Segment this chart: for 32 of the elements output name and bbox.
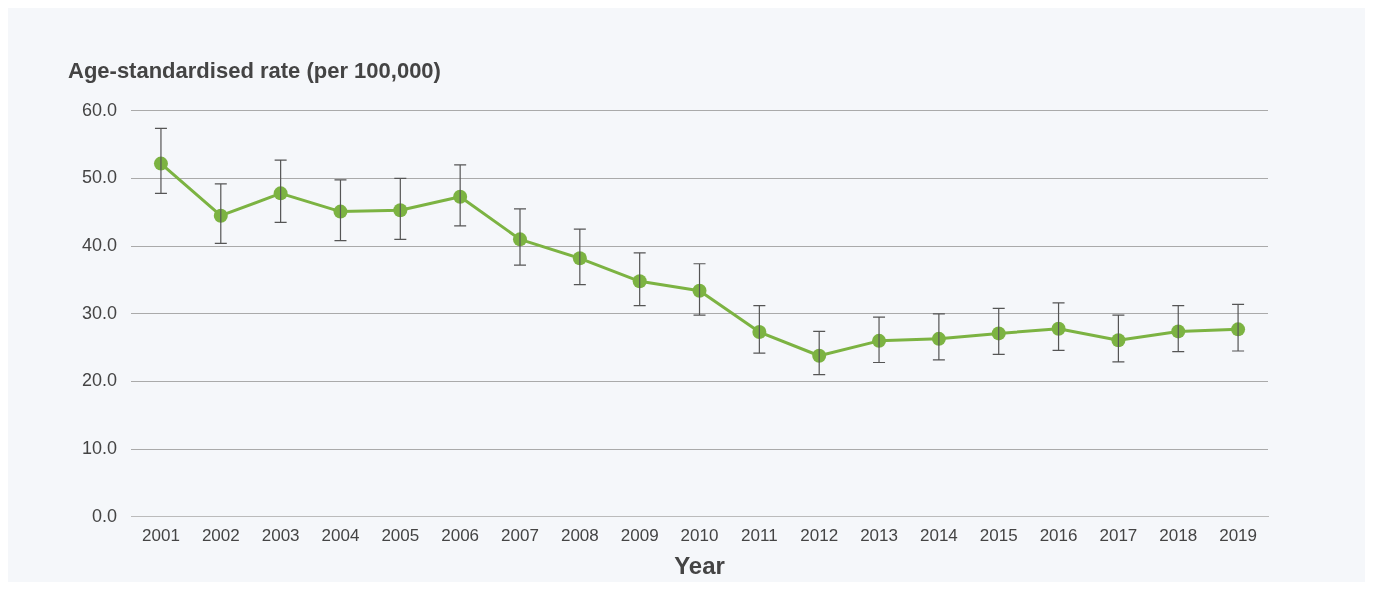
point xyxy=(812,348,827,363)
y-tick-label: 30.0 xyxy=(81,302,118,323)
point xyxy=(572,251,587,266)
x-tick-label: 2006 xyxy=(441,525,480,545)
x-tick-label: 2001 xyxy=(142,525,180,545)
x-tick-label: 2004 xyxy=(321,525,360,545)
x-tick-label: 2003 xyxy=(261,525,300,545)
x-tick-label: 2011 xyxy=(741,525,778,545)
x-tick-label: 2018 xyxy=(1159,525,1198,545)
x-tick-label: 2014 xyxy=(919,525,958,545)
y-axis-title: Age-standardised rate (per 100,000) xyxy=(68,58,441,84)
x-tick-label: 2010 xyxy=(680,525,719,545)
y-tick-label: 10.0 xyxy=(81,438,118,459)
y-tick-label: 60.0 xyxy=(81,99,118,120)
x-tick-label: 2016 xyxy=(1039,525,1078,545)
x-tick-label: 2009 xyxy=(620,525,659,545)
x-tick-label: 2017 xyxy=(1099,525,1138,545)
y-tick-label: 0.0 xyxy=(92,505,118,526)
y-tick-label: 20.0 xyxy=(81,370,118,391)
point xyxy=(752,325,767,340)
x-tick-label: 2019 xyxy=(1219,525,1257,545)
y-tick-label: 50.0 xyxy=(81,167,118,188)
x-tick-label: 2005 xyxy=(381,525,420,545)
x-tick-label: 2002 xyxy=(201,525,240,545)
x-axis-title: Year xyxy=(674,552,725,580)
y-tick-label: 40.0 xyxy=(81,235,118,256)
x-tick-label: 2013 xyxy=(860,525,898,545)
point xyxy=(453,189,468,204)
x-tick-label: 2007 xyxy=(501,525,539,545)
x-tick-label: 2015 xyxy=(979,525,1018,545)
x-tick-label: 2012 xyxy=(800,525,839,545)
x-tick-label: 2008 xyxy=(560,525,599,545)
